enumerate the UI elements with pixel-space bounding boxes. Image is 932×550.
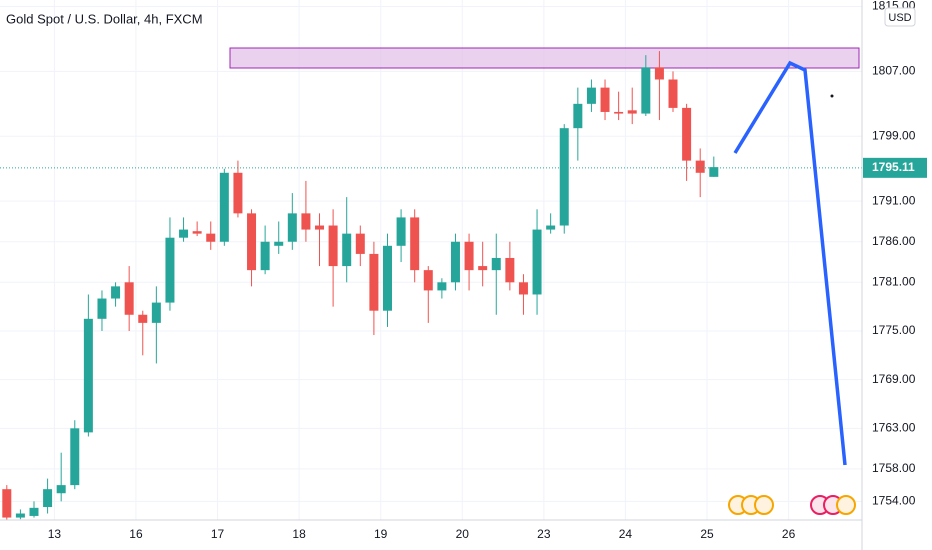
candle-body [83,318,93,433]
x-tick-label: 23 [537,527,551,541]
candle-body [97,298,107,319]
currency-label: USD [888,12,911,24]
last-price-label: 1795.11 [872,160,915,174]
x-tick-label: 17 [211,527,225,541]
currency-box [884,7,916,27]
candle-body [464,241,474,271]
candle-body [247,213,257,271]
candle-body [219,172,229,242]
candle-body [478,266,488,271]
candle-body [668,79,678,108]
resistance-zone [229,47,860,69]
candle-body [614,111,624,114]
candle-body [573,103,583,129]
events [728,495,856,515]
projection-line [733,60,847,466]
candle-body [450,241,460,283]
x-tick-label: 13 [48,527,62,541]
candle-body [437,282,447,291]
x-tick-label: 19 [374,527,388,541]
candle-body [518,282,528,295]
chart-title: Gold Spot / U.S. Dollar, 4h, FXCM [6,11,203,26]
candle-body [355,233,365,254]
x-tick-label: 18 [292,527,306,541]
candle-body [111,286,121,299]
y-tick-label: 1769.00 [872,372,916,386]
candle-body [315,225,325,230]
candles [0,51,862,520]
candle-body [15,513,25,518]
candle-body [532,229,542,295]
candle-body [151,302,161,323]
event-icon [754,495,774,515]
candle-body [274,241,284,246]
x-tick-label: 26 [782,527,796,541]
candle-body [600,87,610,112]
dot [830,94,834,98]
candle-body [641,67,651,114]
candle-body [260,241,270,271]
candle-body [287,213,297,242]
y-tick-label: 1781.00 [872,274,916,288]
candle-body [328,225,338,267]
grid [0,0,862,520]
x-tick-label: 20 [456,527,470,541]
candle-body [2,489,12,518]
candle-body [491,257,501,271]
candle-body [138,314,148,323]
last-price-box [863,157,927,178]
candle-body [396,217,406,246]
x-tick-label: 16 [129,527,143,541]
candle-body [654,67,664,80]
candle-body [179,229,189,238]
y-tick-label: 1754.00 [872,494,916,508]
candle-body [546,225,556,230]
candle-body [423,270,433,291]
candle-body [410,217,420,271]
candle-body [56,485,66,494]
candle-body [369,253,379,311]
candle-body [559,128,569,226]
event-icon [836,495,856,515]
y-tick-label: 1791.00 [872,193,916,207]
candle-body [382,245,392,311]
candle-body [206,233,216,242]
candle-body [70,428,80,486]
candle-body [709,167,719,177]
candle-body [165,237,175,303]
candle-body [192,231,202,234]
y-tick-label: 1775.00 [872,323,916,337]
candle-body [627,110,637,114]
candle-body [301,213,311,230]
candle-body [43,489,53,508]
y-tick-label: 1763.00 [872,421,916,435]
candle-body [124,282,134,315]
axes: 1815.001807.001799.001791.001786.001781.… [48,0,927,541]
candle-body [233,172,243,214]
x-tick-label: 24 [619,527,633,541]
candle-body [682,107,692,161]
candle-body [29,507,39,516]
y-tick-label: 1799.00 [872,128,916,142]
candle-body [342,233,352,267]
candle-body [695,160,705,173]
candle-body [586,87,596,104]
candle-body [505,257,515,283]
x-tick-label: 25 [700,527,714,541]
y-tick-label: 1807.00 [872,64,916,78]
y-tick-label: 1786.00 [872,234,916,248]
y-tick-label: 1758.00 [872,461,916,475]
